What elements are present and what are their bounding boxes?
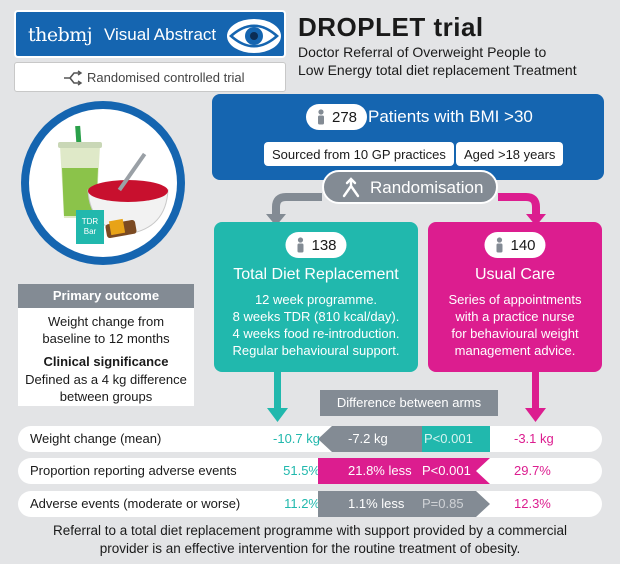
bmj-badge: thebmj Visual Abstract Randomised contro… xyxy=(14,10,286,92)
primary-outcome-box: Primary outcome Weight change from basel… xyxy=(18,284,194,406)
badge-top: thebmj Visual Abstract xyxy=(14,10,286,58)
tdr-value: -10.7 kg xyxy=(273,431,320,446)
clinical-line: Defined as a 4 kg difference xyxy=(25,372,187,387)
aged-tag: Aged >18 years xyxy=(456,142,564,166)
difference-value: 21.8% less xyxy=(348,463,412,478)
tdr-title: Total Diet Replacement xyxy=(233,266,399,283)
tdr-bar-label-1: TDR xyxy=(82,217,99,226)
diet-illustration: TDR Bar xyxy=(21,101,185,265)
randomisation-label: Randomisation xyxy=(370,178,484,197)
uc-value: -3.1 kg xyxy=(514,431,554,446)
uc-count-pill: 140 xyxy=(484,232,546,258)
tdr-line: Regular behavioural support. xyxy=(232,343,400,358)
patients-label: Patients with BMI >30 xyxy=(368,107,533,126)
eye-icon xyxy=(227,19,281,53)
uc-title: Usual Care xyxy=(474,266,556,283)
randomisation-arrows xyxy=(266,193,546,226)
p-value: P=0.85 xyxy=(422,496,464,511)
tdr-line: 12 week programme. xyxy=(254,292,378,307)
uc-count: 140 xyxy=(510,236,536,254)
difference-value: 1.1% less xyxy=(348,496,405,511)
tdr-count-pill: 138 xyxy=(285,232,347,258)
page-title: DROPLET trial xyxy=(298,12,484,42)
uc-line: management advice. xyxy=(454,343,576,358)
difference-bar-magenta xyxy=(318,458,490,484)
study-type-box: Randomised controlled trial xyxy=(14,62,286,92)
sourced-tag: Sourced from 10 GP practices xyxy=(264,142,454,166)
uc-line: Series of appointments xyxy=(448,292,582,307)
row-label: Proportion reporting adverse events xyxy=(30,463,237,478)
difference-value: -7.2 kg xyxy=(348,431,388,446)
bmj-logo: thebmj xyxy=(28,24,93,46)
uc-value: 29.7% xyxy=(514,463,551,478)
conclusion-line1: Referral to a total diet replacement pro… xyxy=(53,523,567,538)
clinical-significance-heading: Clinical significance xyxy=(43,354,169,369)
primary-line: Weight change from xyxy=(47,314,165,329)
primary-outcome-heading: Primary outcome xyxy=(18,284,194,308)
primary-line: baseline to 12 months xyxy=(42,331,170,346)
clinical-line: between groups xyxy=(59,389,153,404)
uc-line: for behavioural weight xyxy=(451,326,579,341)
person-icon xyxy=(297,237,304,253)
result-row-weight: Weight change (mean) -10.7 kg -7.2 kg P<… xyxy=(18,426,602,452)
randomise-arrows-icon xyxy=(64,70,83,86)
p-value: P<0.001 xyxy=(424,431,473,446)
tdr-value: 11.2% xyxy=(284,496,320,511)
tdr-arm-box: 138 Total Diet Replacement 12 week progr… xyxy=(214,222,418,372)
tdr-count: 138 xyxy=(311,236,337,254)
row-label: Weight change (mean) xyxy=(30,431,162,446)
person-icon xyxy=(496,237,503,253)
uc-arm-box: 140 Usual Care Series of appointments wi… xyxy=(428,222,602,372)
patients-count-pill: 278 xyxy=(306,104,368,130)
tdr-value: 51.5% xyxy=(283,463,320,478)
subtitle-line1: Doctor Referral of Overweight People to xyxy=(298,44,547,60)
visual-abstract-label: Visual Abstract xyxy=(104,25,217,44)
tdr-line: 8 weeks TDR (810 kcal/day). xyxy=(232,309,400,324)
subtitle-line2: Low Energy total diet replacement Treatm… xyxy=(298,62,577,78)
difference-bar-teal xyxy=(318,426,490,452)
study-type: Randomised controlled trial xyxy=(87,70,245,85)
person-icon xyxy=(318,109,324,125)
difference-bar-grey xyxy=(318,491,490,517)
p-value: P<0.001 xyxy=(422,463,471,478)
uc-value: 12.3% xyxy=(514,496,551,511)
enrolment-box: 278 Patients with BMI >30 Sourced from 1… xyxy=(212,94,604,180)
conclusion-line2: provider is an effective intervention fo… xyxy=(99,541,521,556)
split-arrow-icon xyxy=(342,177,360,198)
row-label: Adverse events (moderate or worse) xyxy=(30,496,241,511)
result-row-adverse-moderate: Adverse events (moderate or worse) 11.2%… xyxy=(18,491,602,517)
tdr-line: 4 weeks food re-introduction. xyxy=(232,326,400,341)
tdr-bar-label-2: Bar xyxy=(84,227,97,236)
randomisation-pill: Randomisation xyxy=(322,170,498,204)
patients-count: 278 xyxy=(332,108,358,126)
arm-down-arrows xyxy=(267,372,546,422)
difference-heading: Difference between arms xyxy=(320,390,498,416)
result-row-adverse: Proportion reporting adverse events 51.5… xyxy=(18,458,602,484)
uc-line: with a practice nurse xyxy=(455,309,575,324)
